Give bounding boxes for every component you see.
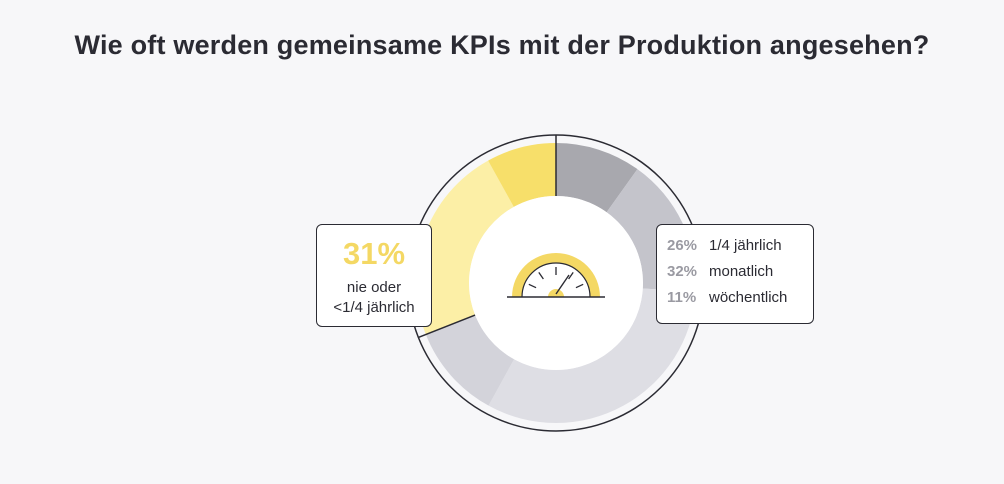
donut-highlight-line: [418, 314, 476, 339]
segment-monthly: [488, 288, 696, 423]
segment-never: [488, 143, 556, 207]
speedometer-icon: [507, 253, 605, 298]
gauge-tick: [568, 272, 574, 280]
legend-label: wöchentlich: [709, 289, 788, 306]
highlight-callout: 31% nie oder <1/4 jährlich: [316, 224, 432, 327]
legend-item-quarterly: 26% 1/4 jährlich: [667, 237, 813, 263]
legend-item-monthly: 32% monatlich: [667, 263, 813, 289]
gauge-needle: [555, 274, 570, 295]
highlight-label-line1: nie oder: [346, 279, 402, 296]
legend-pct: 11%: [667, 289, 697, 306]
donut-hole: [469, 196, 643, 370]
gauge-inner-edge: [521, 262, 591, 298]
legend-pct: 26%: [667, 237, 698, 254]
chart-title: Wie oft werden gemeinsame KPIs mit der P…: [74, 30, 930, 60]
legend-callout: 26% 1/4 jährlich 32% monatlich 11% wöche…: [656, 224, 814, 324]
highlight-value: 31%: [342, 236, 406, 271]
legend-label: 1/4 jährlich: [709, 237, 782, 254]
gauge-tick: [538, 272, 544, 280]
legend-pct: 32%: [667, 263, 698, 280]
gauge-tick: [575, 283, 584, 289]
gauge-arc: [512, 253, 600, 297]
segment-weekly: [425, 315, 515, 406]
legend-label: monatlich: [709, 263, 774, 280]
segment-quarterly: [556, 143, 638, 213]
legend-item-weekly: 11% wöchentlich: [667, 289, 813, 315]
gauge-tick: [528, 283, 537, 289]
highlight-label-line2: <1/4 jährlich: [333, 299, 415, 316]
segment-never: [416, 160, 514, 335]
